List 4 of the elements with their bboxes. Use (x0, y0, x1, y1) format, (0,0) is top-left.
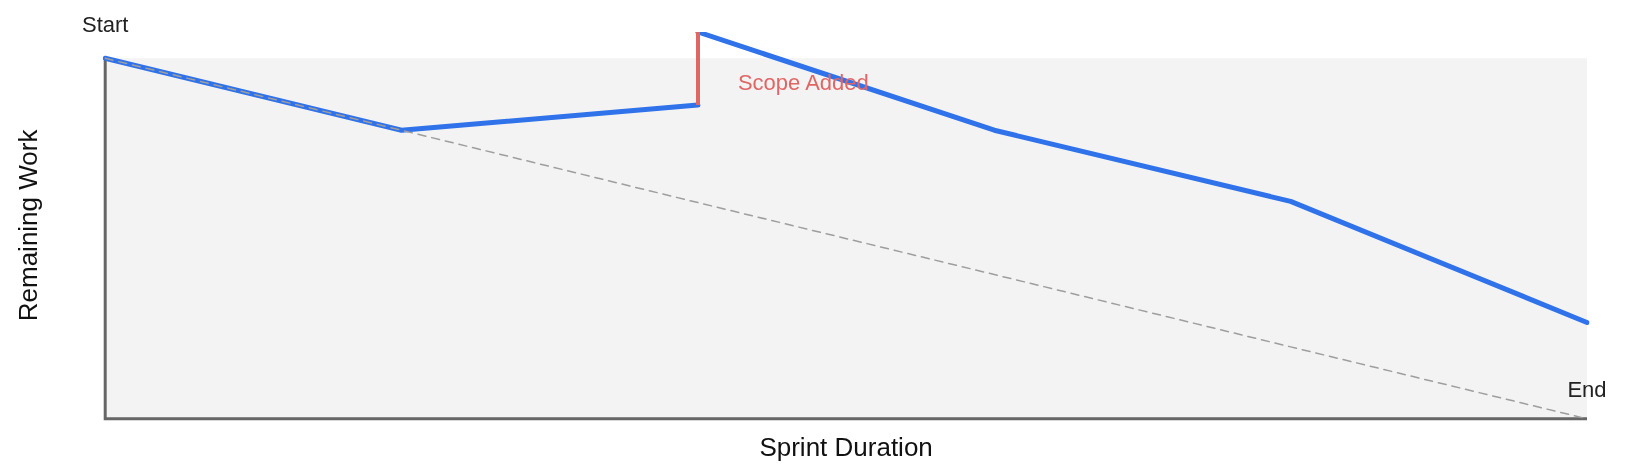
annotation: End (1567, 376, 1607, 402)
annotation: Start (81, 12, 129, 38)
y-axis-title: Remaining Work (12, 128, 43, 322)
x-axis-title: Sprint Duration (759, 431, 933, 462)
